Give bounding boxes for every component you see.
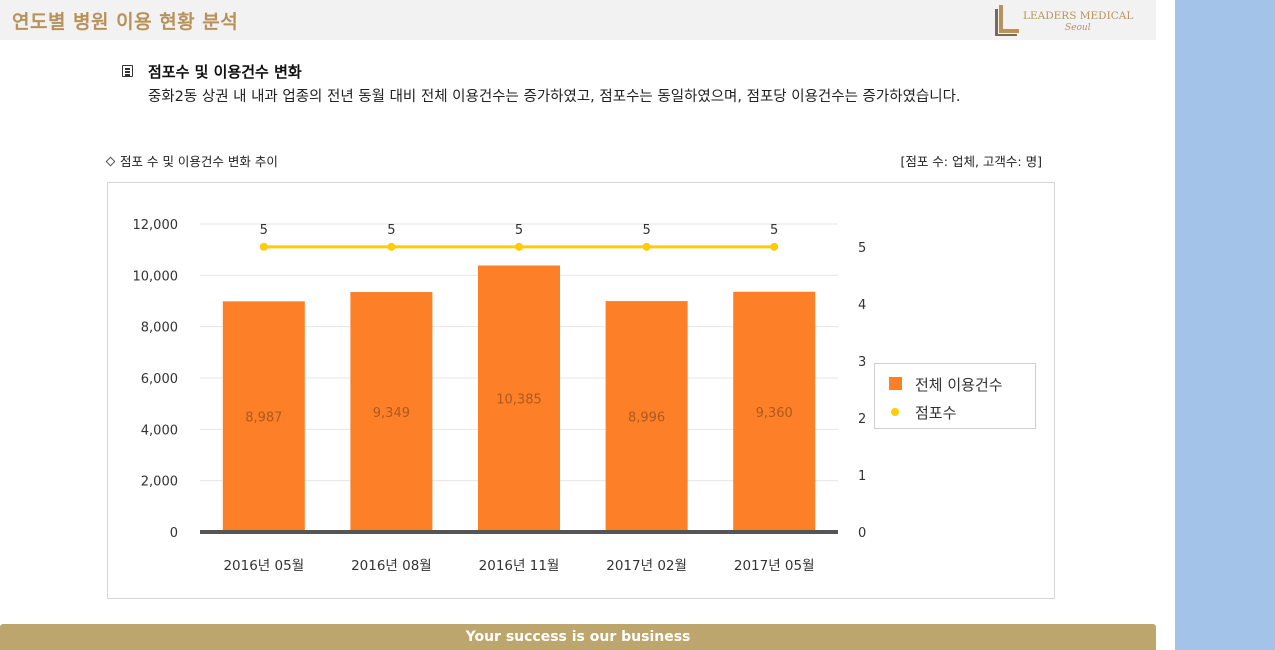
combo-chart: 0 2,000 4,000 6,000 8,000 10,000 12,000 0 1 2 3 4 5 8… (133, 218, 867, 574)
line-data-label: 5 (260, 223, 268, 238)
diamond-bullet-icon (105, 156, 116, 167)
store-count-point (387, 242, 396, 251)
legend-dot-swatch (891, 408, 899, 416)
y2-axis-tick-label: 5 (858, 241, 866, 256)
legend-bar-swatch (889, 377, 902, 390)
logo-mark-icon (995, 5, 1019, 36)
store-count-point (515, 242, 523, 251)
legend-label-bar: 전체 이용건수 (915, 376, 1003, 394)
x-axis-tick-label: 2017년 05월 (734, 558, 815, 574)
store-count-point (770, 242, 779, 251)
document-icon (122, 65, 133, 77)
y-axis-tick-label: 8,000 (141, 321, 178, 336)
bar-data-label: 8,987 (245, 411, 282, 426)
line-data-label: 5 (642, 223, 650, 238)
x-axis-tick-label: 2016년 11월 (479, 558, 560, 574)
page-title: 연도별 병원 이용 현황 분석 (12, 11, 239, 33)
bar-data-label: 10,385 (496, 393, 542, 408)
bar (605, 301, 688, 532)
y-axis-tick-label: 6,000 (141, 372, 178, 387)
store-count-point (642, 242, 651, 251)
bar (733, 291, 816, 532)
footer-slogan: Your success is our business (465, 629, 691, 645)
logo-text: LEADERS MEDICAL (1023, 10, 1134, 22)
line-data-label: 5 (770, 223, 778, 238)
bar-data-label: 9,360 (756, 406, 793, 421)
chart-caption-text: 점포 수 및 이용건수 변화 추이 (120, 154, 278, 169)
store-count-point (259, 242, 268, 251)
y-axis-tick-label: 10,000 (133, 269, 179, 284)
y-axis-tick-label: 4,000 (141, 423, 178, 438)
y-axis-tick-label: 2,000 (141, 475, 178, 490)
footer-bar: Your success is our business (0, 624, 1156, 650)
line-data-label: 5 (515, 223, 523, 238)
legend-label-line: 점포수 (915, 404, 957, 422)
chart-frame: 0 2,000 4,000 6,000 8,000 10,000 12,000 0 1 2 3 4 5 8… (107, 182, 1055, 599)
line-data-label: 5 (387, 223, 395, 238)
x-axis-tick-label: 2017년 02월 (606, 558, 687, 574)
y-axis-tick-label: 12,000 (133, 218, 179, 233)
unit-note: [점포 수: 업체, 고객수: 명] (900, 154, 1042, 169)
bar-data-label: 9,349 (373, 406, 410, 421)
y2-axis-tick-label: 1 (858, 469, 866, 484)
bar (478, 265, 560, 532)
chart-caption: 점포 수 및 이용건수 변화 추이 (105, 151, 278, 170)
y2-axis-tick-label: 4 (858, 298, 866, 313)
section-heading: 점포수 및 이용건수 변화 (148, 63, 302, 81)
bar-data-label: 8,996 (628, 411, 665, 426)
bar (350, 292, 433, 532)
chart-legend: 전체 이용건수 점포수 (874, 363, 1036, 429)
company-logo: LEADERS MEDICAL Seoul (993, 3, 1143, 37)
x-axis-tick-label: 2016년 05월 (223, 558, 304, 574)
logo-script: Seoul (1065, 23, 1091, 33)
y2-axis-tick-label: 2 (858, 412, 866, 427)
right-side-panel (1175, 0, 1275, 650)
section-description: 중화2동 상권 내 내과 업종의 전년 동월 대비 전체 이용건수는 증가하였고… (148, 89, 961, 105)
y2-axis-tick-label: 3 (858, 355, 866, 370)
bar (222, 301, 305, 532)
y-axis-tick-label: 0 (170, 526, 178, 541)
header-bar: 연도별 병원 이용 현황 분석 LEADERS MEDICAL Seoul (0, 0, 1156, 40)
y2-axis-tick-label: 0 (858, 526, 866, 541)
x-axis-tick-label: 2016년 08월 (351, 558, 432, 574)
